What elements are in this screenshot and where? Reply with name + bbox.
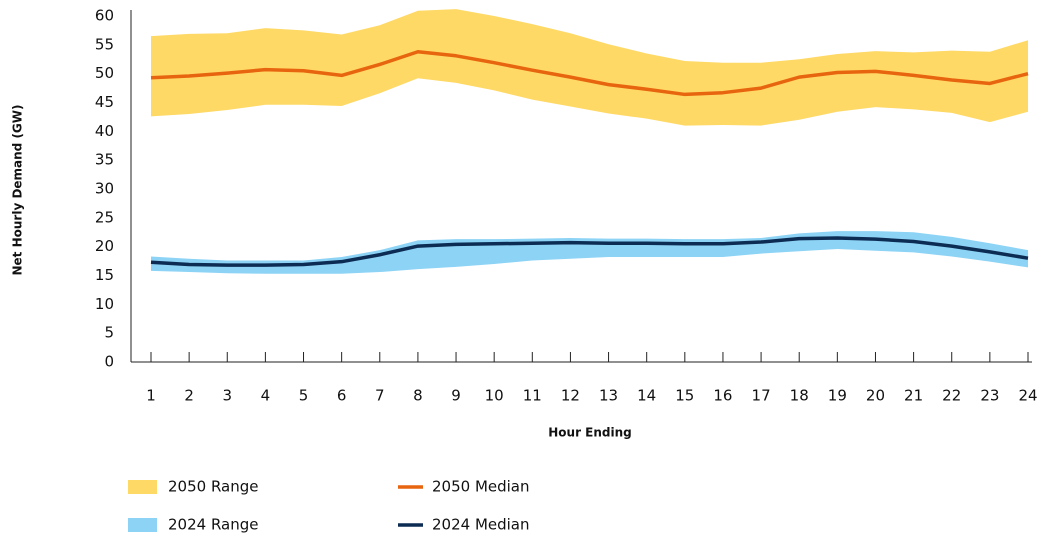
legend-label: 2050 Range (168, 478, 258, 496)
x-tick-label: 8 (413, 387, 423, 405)
y-tick-label: 20 (95, 237, 114, 255)
x-tick-label: 16 (713, 387, 732, 405)
x-axis-label: Hour Ending (548, 426, 632, 440)
x-tick-label: 3 (222, 387, 232, 405)
range-area (151, 231, 1028, 274)
x-tick-label: 4 (261, 387, 271, 405)
x-tick-label: 24 (1018, 387, 1037, 405)
x-tick-label: 11 (523, 387, 542, 405)
legend-label: 2024 Median (432, 516, 530, 534)
x-tick-label: 20 (866, 387, 885, 405)
legend-label: 2024 Range (168, 516, 258, 534)
y-tick-label: 30 (95, 180, 114, 198)
x-tick-label: 12 (561, 387, 580, 405)
median-line (150, 50, 1029, 97)
x-tick-label: 7 (375, 387, 385, 405)
x-tick-label: 14 (637, 387, 656, 405)
x-tick-label: 17 (752, 387, 771, 405)
legend-label: 2050 Median (432, 478, 530, 496)
x-tick-label: 13 (599, 387, 618, 405)
y-tick-label: 25 (95, 208, 114, 226)
y-tick-label: 5 (104, 324, 114, 342)
y-tick-label: 0 (104, 353, 114, 371)
x-tick-label: 6 (337, 387, 347, 405)
x-tick-label: 21 (904, 387, 923, 405)
median-line (150, 236, 1029, 267)
x-tick-label: 5 (299, 387, 309, 405)
x-tick-label: 19 (828, 387, 847, 405)
x-tick-label: 2 (184, 387, 194, 405)
x-tick-label: 18 (790, 387, 809, 405)
y-tick-label: 40 (95, 122, 114, 140)
x-tick-label: 1 (146, 387, 156, 405)
y-tick-label: 35 (95, 151, 114, 169)
y-axis-label: Net Hourly Demand (GW) (11, 104, 25, 275)
y-tick-label: 15 (95, 266, 114, 284)
y-tick-label: 55 (95, 35, 114, 53)
x-tick-label: 9 (451, 387, 461, 405)
legend-swatch (128, 480, 157, 494)
y-tick-label: 50 (95, 64, 114, 82)
y-tick-label: 10 (95, 295, 114, 313)
x-tick-label: 23 (980, 387, 999, 405)
x-tick-label: 10 (485, 387, 504, 405)
y-tick-label: 60 (95, 7, 114, 25)
y-tick-label: 45 (95, 93, 114, 111)
x-tick-label: 22 (942, 387, 961, 405)
legend-swatch (128, 518, 157, 532)
range-area (151, 9, 1028, 126)
x-tick-label: 15 (675, 387, 694, 405)
